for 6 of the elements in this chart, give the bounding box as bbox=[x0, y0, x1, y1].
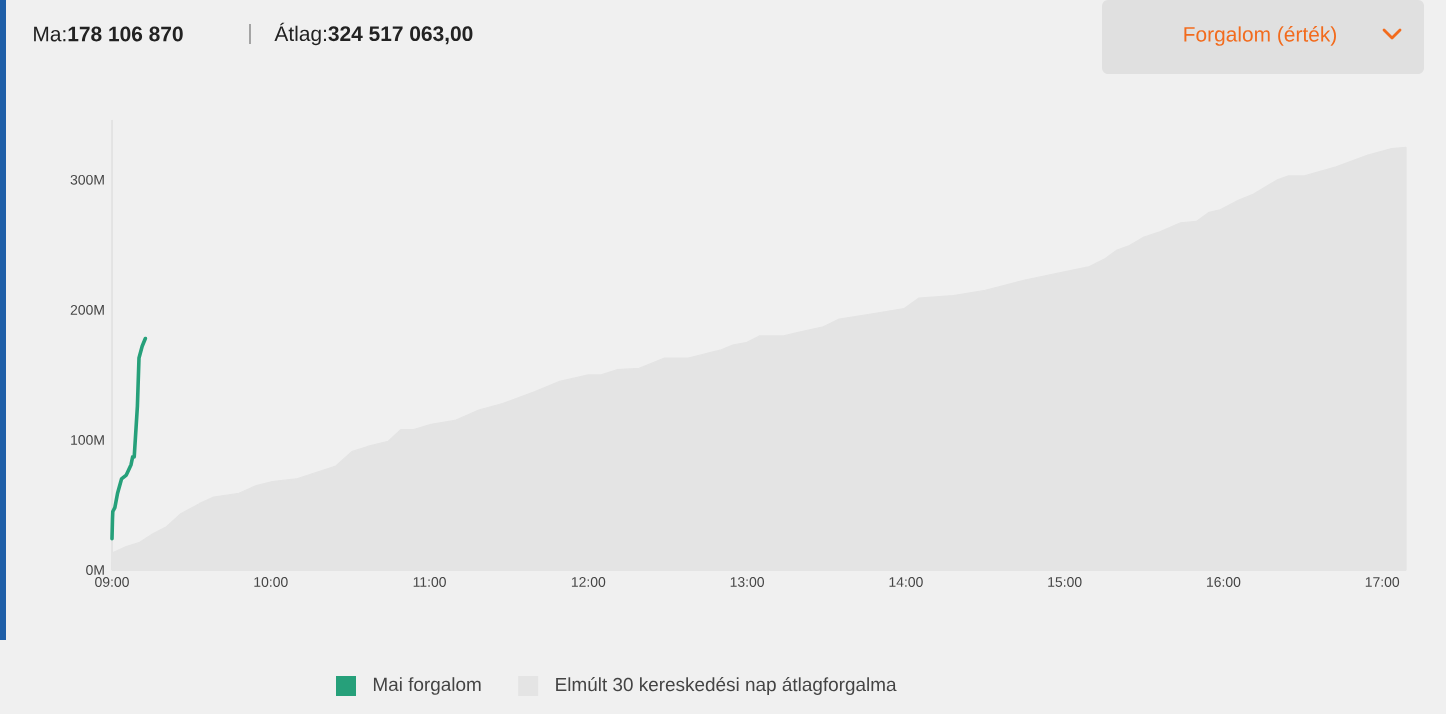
legend-label: Mai forgalom bbox=[373, 677, 481, 695]
text: Ma:178 106 870 bbox=[34, 26, 183, 42]
text: Átlag:324 517 063,00 bbox=[274, 22, 473, 46]
legend-label: Elmúlt 30 kereskedési nap átlagforgalma bbox=[556, 677, 897, 695]
line-series bbox=[110, 336, 148, 541]
text: Forgalom (érték) bbox=[1184, 26, 1336, 46]
